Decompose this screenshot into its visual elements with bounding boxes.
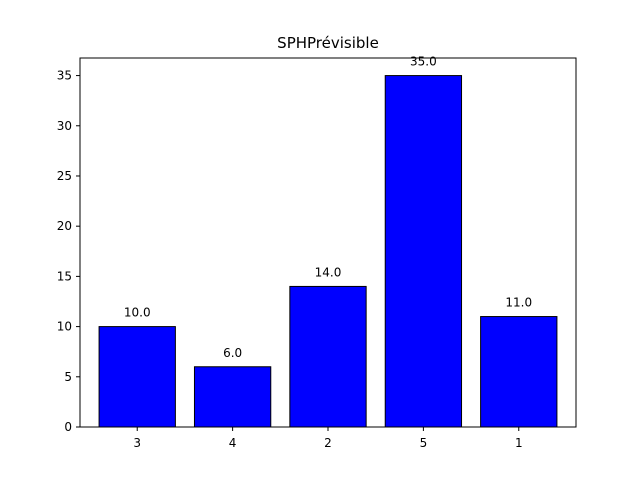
y-tick-label: 25 bbox=[57, 169, 72, 183]
data-label-2: 14.0 bbox=[315, 265, 342, 279]
bar-5 bbox=[384, 75, 463, 428]
plot-frame bbox=[79, 57, 577, 428]
bar-1 bbox=[480, 316, 558, 428]
x-tick-label: 4 bbox=[229, 436, 237, 450]
x-tick-label: 3 bbox=[133, 436, 141, 450]
data-label-1: 11.0 bbox=[505, 296, 532, 310]
x-tick-label: 2 bbox=[324, 436, 332, 450]
bar-3 bbox=[98, 326, 176, 428]
y-tick-label: 20 bbox=[57, 219, 72, 233]
bars-group bbox=[98, 75, 558, 428]
y-tick-label: 30 bbox=[57, 119, 72, 133]
y-tick-label: 0 bbox=[64, 420, 72, 434]
x-tick-label: 1 bbox=[515, 436, 523, 450]
y-tick-label: 35 bbox=[57, 69, 72, 83]
x-axis: 3 4 2 5 1 bbox=[133, 427, 523, 450]
chart-title: SPHPrévisible bbox=[277, 34, 379, 52]
data-label-5: 35.0 bbox=[410, 55, 437, 69]
y-axis: 0 5 10 15 20 25 30 35 bbox=[57, 69, 80, 434]
y-tick-label: 5 bbox=[64, 370, 72, 384]
bar-4 bbox=[193, 366, 272, 428]
bar-2 bbox=[289, 285, 367, 428]
x-tick-label: 5 bbox=[420, 436, 428, 450]
data-label-3: 10.0 bbox=[124, 306, 151, 320]
data-label-4: 6.0 bbox=[223, 346, 242, 360]
y-tick-label: 10 bbox=[57, 320, 72, 334]
y-tick-label: 15 bbox=[57, 269, 72, 283]
